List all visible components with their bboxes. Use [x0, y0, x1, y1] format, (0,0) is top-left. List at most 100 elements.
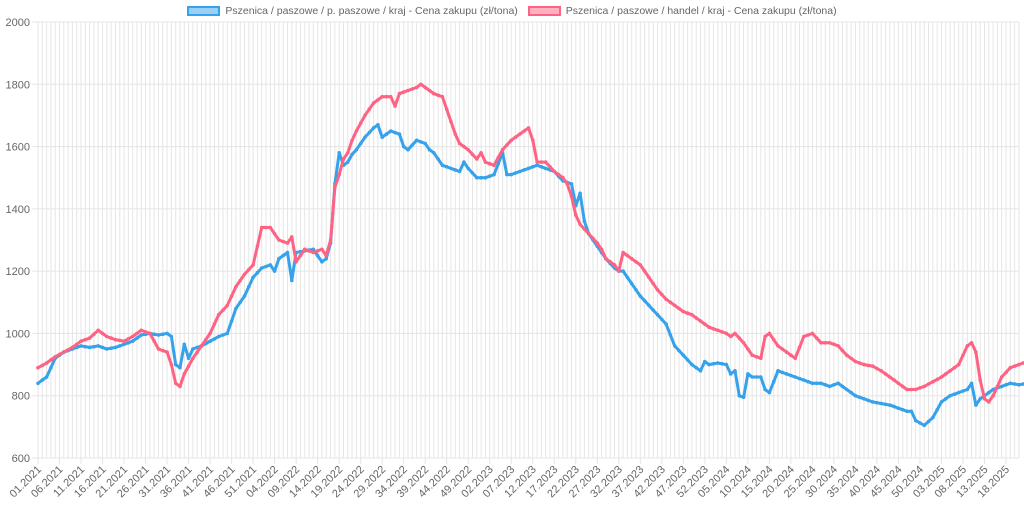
- data-point[interactable]: [475, 175, 479, 180]
- data-point[interactable]: [277, 256, 281, 261]
- data-point[interactable]: [315, 249, 320, 253]
- data-point[interactable]: [703, 359, 707, 364]
- data-point[interactable]: [948, 393, 952, 398]
- data-point[interactable]: [290, 278, 294, 283]
- data-point[interactable]: [741, 395, 746, 400]
- data-point[interactable]: [969, 341, 974, 345]
- data-point[interactable]: [259, 266, 264, 270]
- data-point[interactable]: [221, 333, 225, 337]
- data-point[interactable]: [462, 144, 466, 149]
- data-point[interactable]: [341, 157, 346, 161]
- data-point[interactable]: [79, 344, 83, 348]
- data-point[interactable]: [419, 82, 423, 87]
- data-point[interactable]: [819, 381, 823, 386]
- data-point[interactable]: [543, 160, 548, 164]
- data-point[interactable]: [548, 165, 552, 169]
- data-point[interactable]: [918, 421, 922, 425]
- data-point[interactable]: [961, 353, 965, 358]
- data-point[interactable]: [866, 363, 871, 368]
- data-point[interactable]: [518, 169, 522, 174]
- data-point[interactable]: [195, 350, 199, 354]
- data-point[interactable]: [208, 331, 212, 336]
- data-point[interactable]: [944, 397, 948, 401]
- data-point[interactable]: [401, 144, 406, 149]
- data-point[interactable]: [117, 344, 122, 348]
- data-point[interactable]: [578, 191, 582, 196]
- data-point[interactable]: [655, 288, 660, 292]
- data-point[interactable]: [96, 328, 100, 333]
- data-point[interactable]: [750, 375, 754, 379]
- data-point[interactable]: [315, 253, 320, 258]
- data-point[interactable]: [716, 361, 720, 365]
- data-point[interactable]: [857, 361, 862, 365]
- data-point[interactable]: [599, 247, 604, 252]
- data-point[interactable]: [617, 269, 621, 273]
- data-point[interactable]: [595, 241, 600, 245]
- data-point[interactable]: [522, 129, 526, 133]
- data-point[interactable]: [96, 344, 100, 348]
- data-point[interactable]: [49, 358, 53, 362]
- data-point[interactable]: [423, 85, 428, 90]
- data-point[interactable]: [531, 138, 535, 143]
- data-point[interactable]: [604, 256, 608, 261]
- data-point[interactable]: [208, 339, 212, 344]
- data-point[interactable]: [251, 275, 255, 280]
- data-point[interactable]: [36, 381, 40, 386]
- data-point[interactable]: [148, 331, 152, 336]
- data-point[interactable]: [436, 157, 440, 161]
- data-point[interactable]: [268, 225, 273, 230]
- data-point[interactable]: [139, 328, 144, 333]
- data-point[interactable]: [982, 397, 987, 401]
- data-point[interactable]: [475, 157, 479, 161]
- data-point[interactable]: [40, 378, 45, 382]
- data-point[interactable]: [259, 225, 264, 230]
- data-point[interactable]: [625, 253, 630, 258]
- data-point[interactable]: [987, 400, 991, 404]
- data-point[interactable]: [621, 269, 625, 273]
- data-point[interactable]: [651, 281, 655, 286]
- data-point[interactable]: [810, 331, 815, 336]
- data-point[interactable]: [277, 238, 281, 242]
- data-point[interactable]: [479, 175, 483, 180]
- data-point[interactable]: [793, 356, 797, 361]
- data-point[interactable]: [324, 253, 329, 258]
- data-point[interactable]: [380, 135, 385, 139]
- data-point[interactable]: [216, 312, 221, 317]
- data-point[interactable]: [358, 121, 363, 125]
- data-point[interactable]: [883, 402, 888, 407]
- data-point[interactable]: [728, 372, 733, 376]
- data-point[interactable]: [70, 345, 75, 350]
- data-point[interactable]: [1017, 362, 1021, 367]
- data-point[interactable]: [875, 400, 879, 405]
- data-point[interactable]: [505, 143, 509, 147]
- data-point[interactable]: [685, 311, 690, 316]
- data-point[interactable]: [496, 161, 501, 166]
- data-point[interactable]: [152, 332, 156, 337]
- data-point[interactable]: [582, 219, 587, 224]
- data-point[interactable]: [698, 319, 703, 323]
- legend-item-trade-wheat[interactable]: Pszenica / paszowe / handel / kraj - Cen…: [527, 5, 837, 17]
- data-point[interactable]: [707, 325, 711, 330]
- data-point[interactable]: [931, 415, 935, 420]
- data-point[interactable]: [767, 390, 772, 395]
- data-point[interactable]: [483, 175, 488, 180]
- data-point[interactable]: [741, 341, 746, 345]
- data-point[interactable]: [918, 386, 922, 390]
- data-point[interactable]: [647, 303, 651, 308]
- data-point[interactable]: [707, 362, 711, 367]
- data-point[interactable]: [569, 194, 574, 199]
- data-point[interactable]: [410, 87, 415, 91]
- data-point[interactable]: [1021, 361, 1024, 365]
- data-point[interactable]: [780, 347, 785, 351]
- data-point[interactable]: [896, 406, 901, 411]
- data-point[interactable]: [763, 334, 767, 339]
- data-point[interactable]: [92, 332, 96, 337]
- data-point[interactable]: [376, 123, 380, 127]
- data-point[interactable]: [608, 260, 612, 264]
- data-point[interactable]: [870, 364, 875, 368]
- data-point[interactable]: [470, 171, 475, 175]
- data-point[interactable]: [1008, 381, 1013, 386]
- data-point[interactable]: [143, 330, 148, 334]
- data-point[interactable]: [526, 166, 531, 171]
- data-point[interactable]: [130, 334, 135, 339]
